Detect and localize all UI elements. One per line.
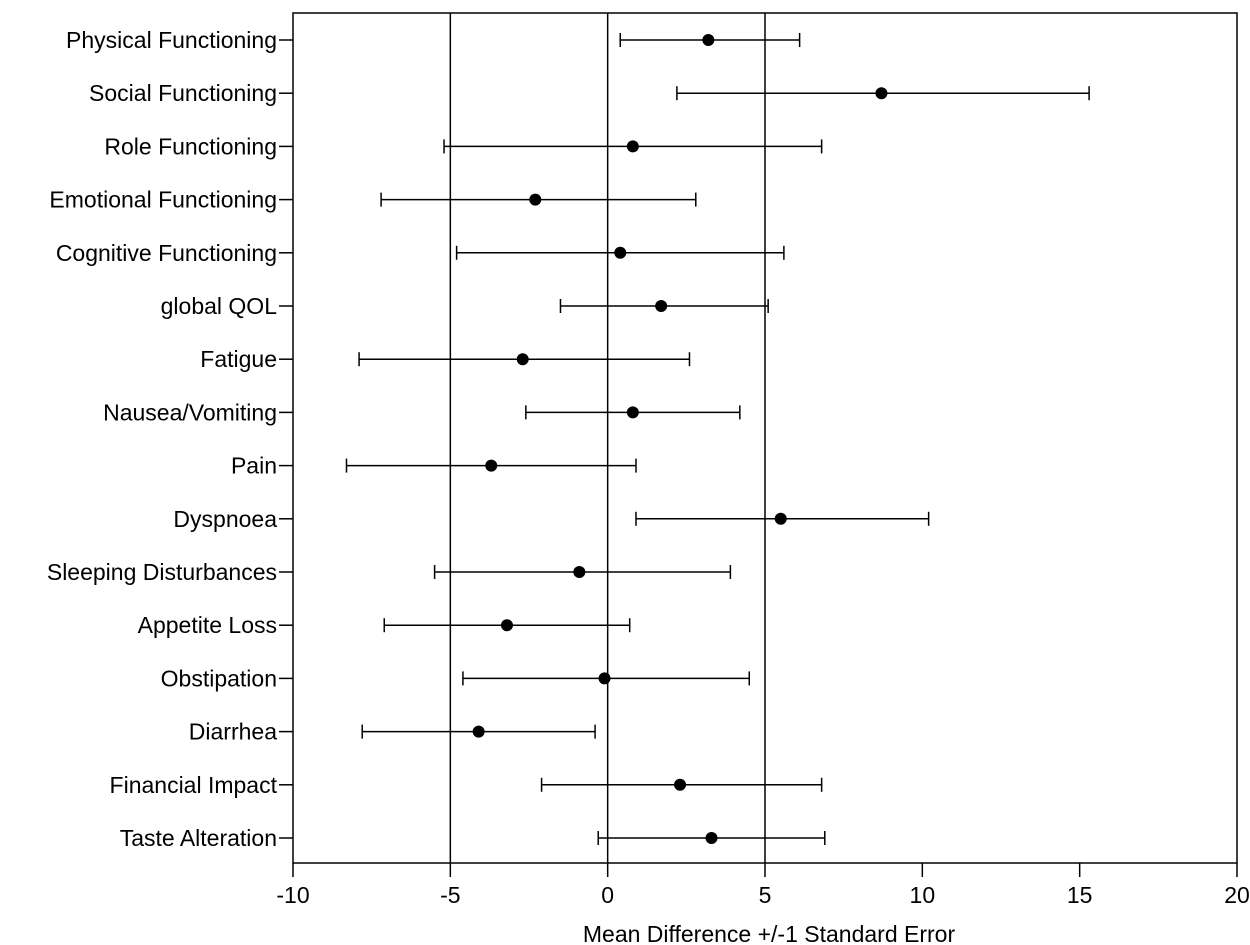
category-label: Pain [231,453,277,479]
mean-point [472,725,485,738]
plot-layer: -10 -5 0 5 10 15 20 Physical Functioning Social … [47,12,1250,908]
x-tick-label: -5 [440,882,460,908]
category-label: Social Functioning [89,80,277,106]
x-tick-label: 5 [759,882,772,908]
mean-point [705,832,718,844]
x-tick-label: 20 [1224,882,1250,908]
mean-point [516,353,529,366]
category-label: global QOL [161,293,278,319]
mean-point [500,619,513,632]
mean-point [674,778,687,791]
mean-point [774,512,787,525]
category-label: Role Functioning [104,133,277,159]
category-label: Emotional Functioning [49,187,277,213]
x-tick-label: 10 [910,882,936,908]
category-label: Physical Functioning [66,27,277,53]
mean-point [614,246,627,259]
x-tick-label: 0 [601,882,614,908]
mean-point [485,459,498,472]
x-tick-label: 15 [1067,882,1093,908]
category-label: Obstipation [161,665,277,691]
category-label: Financial Impact [110,772,278,798]
mean-point [573,566,586,578]
x-axis-title: Mean Difference +/-1 Standard Error [583,921,956,945]
category-label: Fatigue [200,346,277,372]
category-label: Appetite Loss [138,612,277,638]
mean-point [875,87,888,100]
category-label: Nausea/Vomiting [103,399,277,425]
x-tick-label: -10 [276,882,309,908]
category-label: Diarrhea [189,719,277,745]
mean-point [626,406,639,419]
mean-point [626,140,639,153]
mean-point [655,300,668,312]
mean-point [598,672,611,685]
mean-point [702,34,715,46]
category-label: Sleeping Disturbances [47,559,277,585]
category-label: Dyspnoea [173,506,277,532]
category-label: Taste Alteration [120,825,277,851]
category-label: Cognitive Functioning [56,240,277,266]
mean-point [529,193,542,206]
